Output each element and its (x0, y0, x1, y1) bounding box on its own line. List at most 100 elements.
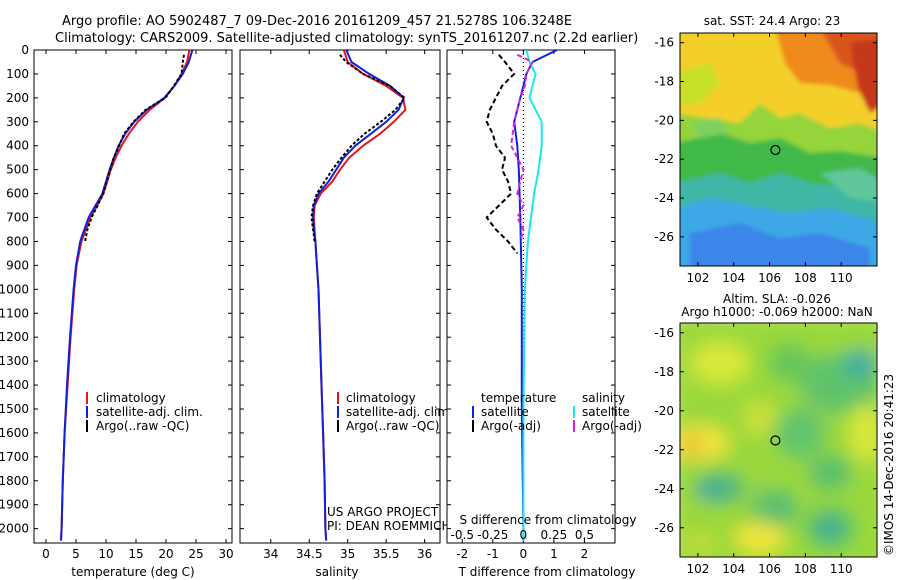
sla-map-title-line2: Argo h1000: -0.069 h2000: NaN (681, 305, 873, 319)
salinity-difference-tick-label: -0.25 (477, 528, 508, 542)
depth-tick-label: 100 (6, 67, 29, 81)
depth-axis-labels: 0 100 200 300 400 500 600 700 800 900 1000 1100 1200… (0, 43, 29, 536)
x-tick-label: -2 (456, 547, 468, 561)
depth-tick-label: 1400 (0, 378, 29, 392)
sla-map-panel: Altim. SLA: -0.026 Argo h1000: -0.069 h2… (654, 292, 878, 576)
depth-tick-label: 800 (6, 234, 29, 248)
salinity-legend: climatology satellite-adj. clim. Argo(..… (337, 391, 453, 433)
depth-tick-label: 1500 (0, 402, 29, 416)
legend-label-climatology: climatology (346, 391, 416, 405)
map-y-tick-label: -24 (654, 482, 674, 496)
salinity-difference-tick-labels: -0.5 -0.25 0 0.25 0.5 (451, 528, 594, 542)
temperature-profile-lines (34, 50, 232, 541)
map-y-tick-label: -22 (654, 152, 674, 166)
series-line-argo-raw-qc- (310, 54, 406, 242)
map-y-tick-label: -16 (654, 326, 674, 340)
salinity-x-ticks: 34 34.5 35 35.5 36 (263, 50, 432, 561)
depth-tick-label: 1700 (0, 450, 29, 464)
sla-argo-position-marker (770, 435, 781, 446)
sst-map-ticks: 102 104 106 108 110 -16 -18 -20 -22 -24 -26 (654, 33, 877, 285)
salinity-frame (239, 49, 441, 544)
pi-annotation: PI: DEAN ROEMMICH (327, 519, 450, 533)
depth-tick-label: 600 (6, 187, 29, 201)
depth-tick-label: 1800 (0, 474, 29, 488)
x-tick-label: 0 (42, 547, 50, 561)
salinity-difference-tick-label: 0.25 (541, 528, 568, 542)
legend-heading-temperature: temperature (481, 391, 556, 405)
map-y-tick-label: -22 (654, 443, 674, 457)
x-tick-label: 25 (188, 547, 203, 561)
depth-tick-label: 0 (21, 43, 29, 57)
sst-map-frame (679, 32, 878, 267)
legend-label-temperature-satellite: satellite (481, 405, 529, 419)
depth-tick-label: 1900 (0, 498, 29, 512)
map-x-tick-label: 110 (830, 562, 853, 576)
map-x-tick-label: 102 (686, 271, 709, 285)
x-tick-label: 36 (417, 547, 432, 561)
depth-tick-label: 1300 (0, 354, 29, 368)
depth-tick-label: 200 (6, 91, 29, 105)
salinity-y-ticks (240, 49, 440, 530)
temperature-panel: 0100200300400500600700800900100011001200… (0, 43, 234, 579)
difference-y-ticks (447, 49, 615, 530)
x-tick-label: 34 (263, 547, 278, 561)
series-line-temperature-argo-adj- (485, 54, 519, 255)
temperature-x-ticks: 0 5 10 15 20 25 30 (42, 50, 234, 561)
salinity-profile-lines (310, 50, 407, 541)
figure-title-line2: Climatology: CARS2009. Satellite-adjuste… (55, 31, 638, 46)
depth-tick-label: 700 (6, 211, 29, 225)
depth-tick-label: 1100 (0, 306, 29, 320)
map-y-tick-label: -18 (654, 75, 674, 89)
x-tick-label: -1 (487, 547, 499, 561)
difference-x-ticks: -2 -1 0 1 2 (456, 50, 588, 561)
difference-frame (446, 49, 616, 544)
temperature-xlabel: temperature (deg C) (71, 565, 194, 579)
salinity-difference-tick-label: 0.5 (575, 528, 594, 542)
map-x-tick-label: 106 (758, 271, 781, 285)
legend-label-satellite: satellite-adj. clim. (346, 405, 453, 419)
map-y-tick-label: -20 (654, 113, 674, 127)
salinity-difference-tick-label: -0.5 (451, 528, 474, 542)
depth-tick-label: 500 (6, 163, 29, 177)
map-y-tick-label: -16 (654, 36, 674, 50)
map-y-tick-label: -26 (654, 521, 674, 535)
sla-map-frame (679, 322, 878, 558)
x-tick-label: 35 (340, 547, 355, 561)
map-x-tick-label: 104 (722, 562, 745, 576)
map-x-tick-label: 108 (794, 562, 817, 576)
difference-profile-lines (485, 50, 558, 541)
x-tick-label: 15 (128, 547, 143, 561)
salinity-xlabel: salinity (315, 565, 358, 579)
difference-legend: temperature satellite Argo(-adj) salinit… (472, 391, 642, 433)
sla-map-title-line1: Altim. SLA: -0.026 (723, 292, 831, 306)
sst-argo-position-marker (770, 144, 781, 156)
x-tick-label: 35.5 (373, 547, 400, 561)
depth-tick-label: 2000 (0, 522, 29, 536)
depth-tick-label: 300 (6, 115, 29, 129)
depth-tick-label: 1600 (0, 426, 29, 440)
legend-label-satellite: satellite-adj. clim. (96, 405, 203, 419)
depth-tick-label: 1000 (0, 282, 29, 296)
map-y-tick-label: -26 (654, 230, 674, 244)
x-tick-label: 10 (98, 547, 113, 561)
map-y-tick-label: -20 (654, 404, 674, 418)
map-x-tick-label: 104 (722, 271, 745, 285)
x-tick-label: 2 (581, 547, 589, 561)
x-tick-label: 34.5 (296, 547, 323, 561)
legend-label-argo: Argo(..raw -QC) (96, 419, 189, 433)
difference-panel: -2 -1 0 1 2 S difference from climatology -0… (446, 49, 642, 579)
legend-label-climatology: climatology (96, 391, 166, 405)
legend-label-temperature-argo: Argo(-adj) (481, 419, 541, 433)
sst-map-panel: sat. SST: 24.4 Argo: 23 102 104 106 108 110 -… (654, 14, 878, 285)
project-annotation: US ARGO PROJECT (327, 505, 439, 519)
legend-label-salinity-argo: Argo(-adj) (582, 419, 642, 433)
x-tick-label: 20 (158, 547, 173, 561)
x-tick-label: 5 (72, 547, 80, 561)
depth-tick-label: 900 (6, 258, 29, 272)
map-x-tick-label: 110 (830, 271, 853, 285)
salinity-difference-tick-label: 0 (520, 528, 528, 542)
salinity-panel: 34 34.5 35 35.5 36 salinity climatology sate… (239, 49, 453, 579)
salinity-difference-label: S difference from climatology (460, 513, 637, 527)
map-x-tick-label: 106 (758, 562, 781, 576)
